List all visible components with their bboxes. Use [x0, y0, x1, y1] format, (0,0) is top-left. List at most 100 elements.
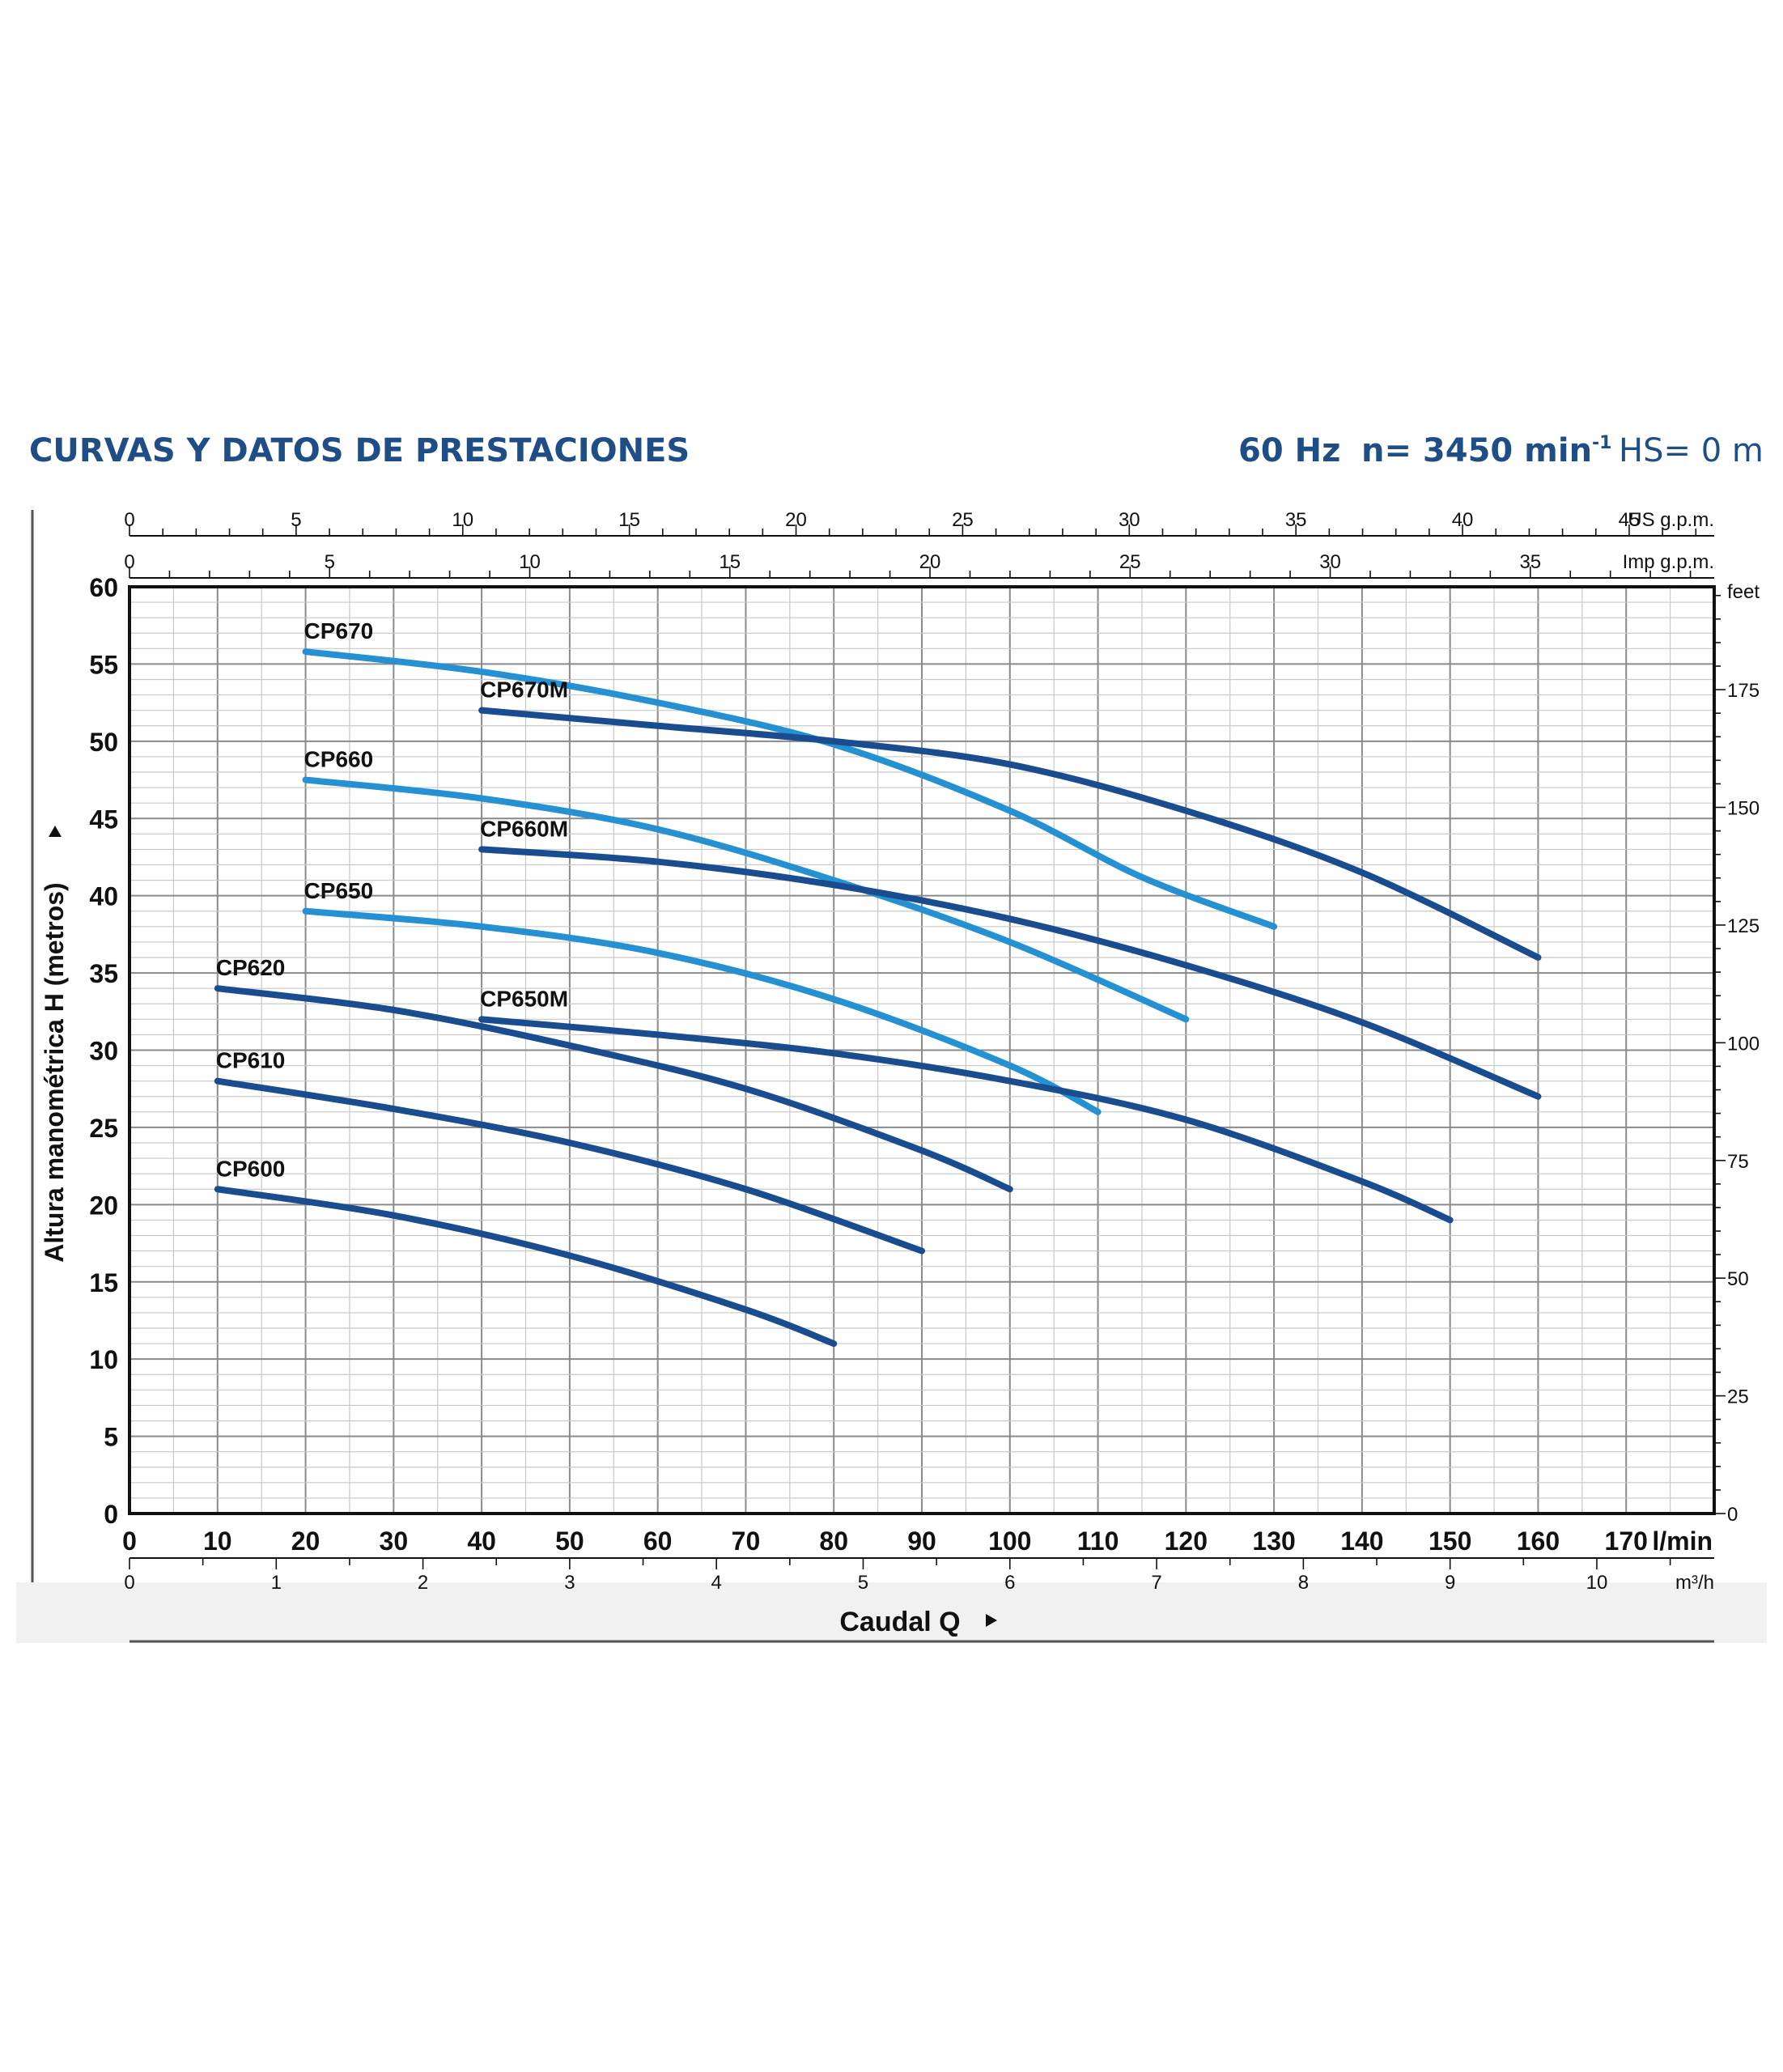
- imp-gpm-tick-label: 25: [1119, 551, 1141, 573]
- m3h-tick-label: 4: [711, 1572, 722, 1594]
- us-gpm-tick-label: 0: [124, 509, 134, 531]
- series-label-cp600: CP600: [216, 1156, 286, 1181]
- feet-tick-label: 0: [1727, 1504, 1738, 1526]
- m3h-unit-label: m³/h: [1675, 1572, 1714, 1594]
- speed-label: n= 3450 min-1: [1361, 432, 1612, 469]
- x-tick-label: 90: [907, 1526, 936, 1556]
- imp-gpm-tick-label: 10: [519, 551, 541, 573]
- x-tick-label: 80: [819, 1526, 848, 1556]
- feet-unit-label: feet: [1727, 581, 1760, 603]
- m3h-tick-label: 8: [1298, 1572, 1309, 1594]
- us-gpm-tick-label: 35: [1285, 509, 1307, 531]
- feet-tick-label: 25: [1727, 1386, 1749, 1408]
- feet-axis: 0 25 50 75 100 125 150 175 feet: [1714, 581, 1760, 1526]
- x-tick-label: 20: [291, 1526, 321, 1556]
- series-line-cp610: [214, 1077, 925, 1255]
- y-tick-label: 5: [104, 1423, 118, 1452]
- m3h-tick-label: 2: [418, 1572, 428, 1594]
- frequency-label: 60 Hz: [1238, 432, 1340, 469]
- series-line-cp650m: [478, 1016, 1454, 1224]
- imp-gpm-unit-label: Imp g.p.m.: [1623, 551, 1714, 573]
- m3h-tick-label: 10: [1586, 1572, 1608, 1594]
- x-tick-label: 170: [1605, 1526, 1648, 1556]
- x-tick-label: 60: [643, 1526, 673, 1556]
- chart-grid: [129, 587, 1714, 1514]
- plot-area-border: [128, 585, 1716, 1515]
- series-label-cp650m: CP650M: [480, 986, 568, 1011]
- x-unit-label: l/min: [1652, 1526, 1713, 1556]
- y-tick-label: 0: [104, 1500, 118, 1529]
- feet-tick-label: 50: [1727, 1268, 1749, 1290]
- series-label-cp660m: CP660M: [480, 816, 568, 841]
- us-gpm-tick-label: 20: [785, 509, 807, 531]
- series-line-cp600: [214, 1186, 838, 1348]
- bottom-shadow-band: [16, 1582, 1767, 1643]
- y-axis-arrow-icon: [49, 826, 62, 837]
- y-tick-label: 60: [89, 573, 118, 602]
- chart-series-labels: CP670 CP670M CP660 CP660M CP650 CP650M CP620 CP…: [216, 618, 568, 1181]
- x-tick-label: 30: [380, 1526, 409, 1556]
- x-tick-label: 70: [732, 1526, 761, 1556]
- series-line-cp670m: [478, 707, 1542, 961]
- imp-gpm-axis: 0 5 10 15 20 25 30 35 Imp g.p.m.: [124, 551, 1714, 579]
- us-gpm-tick-label: 45: [1619, 509, 1641, 531]
- series-label-cp670: CP670: [304, 618, 374, 643]
- imp-gpm-tick-label: 15: [719, 551, 741, 573]
- series-label-cp660: CP660: [304, 747, 374, 772]
- series-label-cp620: CP620: [216, 955, 286, 980]
- m3h-tick-label: 9: [1445, 1572, 1455, 1594]
- feet-tick-label: 175: [1727, 680, 1760, 702]
- y-tick-label: 45: [89, 805, 118, 834]
- chart-series: [214, 648, 1542, 1348]
- m3h-tick-label: 7: [1151, 1572, 1161, 1594]
- us-gpm-unit-label: US g.p.m.: [1628, 509, 1714, 531]
- y-tick-label: 10: [89, 1345, 118, 1374]
- y-tick-label: 40: [89, 882, 118, 911]
- y-axis-title: Altura manométrica H (metros): [40, 882, 69, 1262]
- chart-title: CURVAS Y DATOS DE PRESTACIONES: [29, 432, 690, 469]
- y-tick-label: 20: [89, 1191, 118, 1220]
- x-axis-title: Caudal Q: [839, 1607, 960, 1637]
- series-line-cp660m: [478, 846, 1542, 1100]
- us-gpm-tick-label: 5: [291, 509, 301, 531]
- y-tick-label: 50: [89, 728, 118, 757]
- us-gpm-tick-label: 15: [618, 509, 640, 531]
- imp-gpm-tick-label: 0: [124, 551, 134, 573]
- series-line-cp650: [302, 907, 1102, 1115]
- feet-tick-label: 75: [1727, 1151, 1749, 1173]
- y-tick-label: 30: [89, 1037, 118, 1066]
- m3h-tick-label: 0: [124, 1572, 134, 1594]
- m3h-tick-label: 5: [858, 1572, 868, 1594]
- y-tick-label: 35: [89, 959, 118, 988]
- us-gpm-tick-label: 10: [452, 509, 473, 531]
- series-line-cp620: [214, 985, 1013, 1193]
- series-label-cp610: CP610: [216, 1048, 286, 1073]
- speed-exponent: -1: [1592, 433, 1611, 453]
- imp-gpm-tick-label: 20: [919, 551, 941, 573]
- imp-gpm-tick-label: 30: [1319, 551, 1341, 573]
- x-tick-label: 150: [1429, 1526, 1471, 1556]
- us-gpm-tick-label: 25: [952, 509, 974, 531]
- y-tick-label: 55: [89, 650, 118, 679]
- x-tick-label: 160: [1517, 1526, 1560, 1556]
- chart-axes: 0 10 20 30 40 50 60 70 80 90 100 110 120 130 140 150 160…: [89, 509, 1760, 1594]
- imp-gpm-tick-label: 5: [325, 551, 335, 573]
- series-label-cp650: CP650: [304, 878, 374, 903]
- x-axis-arrow-icon: [986, 1614, 997, 1627]
- m3h-tick-label: 6: [1004, 1572, 1015, 1594]
- feet-tick-label: 150: [1727, 798, 1760, 820]
- series-line-cp660: [302, 776, 1190, 1023]
- suction-height-label: HS= 0 m: [1619, 432, 1764, 469]
- m3h-tick-label: 1: [271, 1572, 282, 1594]
- x-tick-label: 40: [467, 1526, 496, 1556]
- x-tick-label: 10: [203, 1526, 232, 1556]
- speed-text: n= 3450 min: [1361, 432, 1592, 469]
- m3h-axis: 0 1 2 3 4 5 6 7 8 9 10 m³/h: [124, 1557, 1714, 1594]
- x-tick-label: 140: [1340, 1526, 1383, 1556]
- feet-tick-label: 125: [1727, 915, 1760, 937]
- y-tick-label: 15: [89, 1268, 118, 1297]
- x-tick-label: 100: [988, 1526, 1031, 1556]
- x-tick-label: 50: [555, 1526, 584, 1556]
